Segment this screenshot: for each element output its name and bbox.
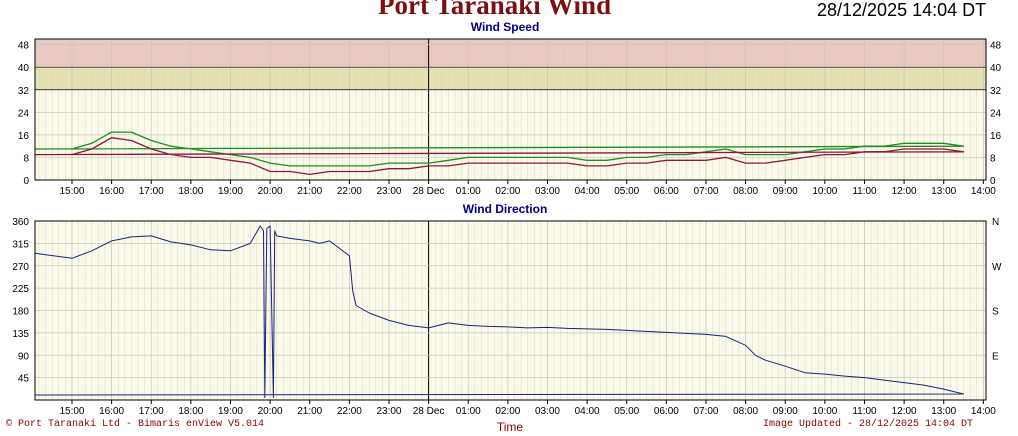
page-title: Port Taranaki Wind [378, 0, 612, 20]
series-line [34, 131, 965, 167]
y-tick-label: 32 [18, 86, 30, 97]
y-tick-label-right: 48 [990, 41, 1002, 52]
plot-border [34, 38, 987, 181]
x-tick-label: 21:00 [297, 186, 322, 197]
x-tick-label: 11:00 [852, 186, 877, 197]
compass-label: W [992, 262, 1002, 273]
x-tick-label: 17:00 [139, 186, 164, 197]
y-tick-label: 0 [23, 176, 29, 187]
y-tick-label: 90 [18, 351, 30, 362]
x-tick-label: 14:00 [971, 406, 996, 417]
chart-title: Wind Direction [463, 202, 548, 216]
y-tick-label: 24 [18, 108, 30, 119]
compass-label: E [992, 351, 999, 362]
x-tick-label: 16:00 [99, 186, 124, 197]
x-tick-label: 04:00 [575, 186, 600, 197]
x-tick-label: 15:00 [59, 186, 84, 197]
x-tick-label: 13:00 [931, 406, 956, 417]
y-tick-label-right: 24 [990, 108, 1002, 119]
y-tick-label: 270 [12, 262, 29, 273]
y-tick-label-right: 8 [990, 153, 996, 164]
copyright-footer: © Port Taranaki Ltd - Bimaris enView V5.… [6, 419, 265, 430]
compass-label: N [992, 217, 999, 228]
plot-border [34, 220, 987, 401]
series-line [34, 225, 964, 398]
x-tick-label: 10:00 [812, 186, 837, 197]
compass-label: S [992, 307, 999, 318]
y-tick-label: 8 [23, 153, 29, 164]
x-tick-label: 17:00 [139, 406, 164, 417]
threshold-band [35, 67, 986, 90]
x-tick-label: 04:00 [575, 406, 600, 417]
y-tick-label-right: 16 [990, 131, 1002, 142]
x-tick-label: 03:00 [535, 406, 560, 417]
x-tick-label: 12:00 [892, 186, 917, 197]
x-tick-label: 06:00 [654, 406, 679, 417]
timestamp: 28/12/2025 14:04 DT [817, 0, 987, 20]
x-tick-label: 01:00 [456, 186, 481, 197]
y-tick-label: 48 [18, 41, 30, 52]
x-tick-label: 09:00 [773, 406, 798, 417]
x-tick-label: 08:00 [733, 186, 758, 197]
x-tick-label: 19:00 [218, 186, 243, 197]
x-tick-label: 21:00 [297, 406, 322, 417]
x-tick-label: 12:00 [892, 406, 917, 417]
x-axis-label: Time [497, 420, 524, 434]
x-tick-label: 05:00 [614, 406, 639, 417]
y-tick-label: 360 [12, 217, 29, 228]
x-tick-label: 20:00 [258, 406, 283, 417]
x-tick-label: 02:00 [495, 186, 520, 197]
x-tick-label: 16:00 [99, 406, 124, 417]
x-tick-label: 20:00 [258, 186, 283, 197]
x-tick-label: 18:00 [178, 186, 203, 197]
x-tick-label: 15:00 [59, 406, 84, 417]
x-tick-label: 13:00 [931, 186, 956, 197]
x-tick-label: 08:00 [733, 406, 758, 417]
threshold-band [35, 39, 986, 68]
x-tick-label: 01:00 [456, 406, 481, 417]
x-tick-label: 07:00 [693, 186, 718, 197]
x-tick-label: 23:00 [376, 186, 401, 197]
x-tick-label: 22:00 [337, 186, 362, 197]
x-tick-label: 02:00 [495, 406, 520, 417]
x-tick-label: 11:00 [852, 406, 877, 417]
x-tick-label: 22:00 [337, 406, 362, 417]
x-tick-label: 23:00 [376, 406, 401, 417]
y-tick-label: 40 [18, 63, 30, 74]
x-tick-label: 10:00 [812, 406, 837, 417]
x-tick-label: 09:00 [773, 186, 798, 197]
x-tick-label: 28 Dec [413, 186, 445, 197]
y-tick-label: 45 [18, 374, 30, 385]
y-tick-label: 135 [12, 329, 29, 340]
x-tick-label: 28 Dec [413, 406, 445, 417]
x-tick-label: 14:00 [971, 186, 996, 197]
y-tick-label: 315 [12, 239, 29, 250]
x-tick-label: 07:00 [693, 406, 718, 417]
x-tick-label: 03:00 [535, 186, 560, 197]
y-tick-label: 16 [18, 131, 30, 142]
y-tick-label: 180 [12, 307, 29, 318]
x-tick-label: 18:00 [178, 406, 203, 417]
y-tick-label-right: 40 [990, 63, 1002, 74]
x-tick-label: 06:00 [654, 186, 679, 197]
series-line [34, 137, 965, 176]
y-tick-label-right: 0 [990, 176, 996, 187]
chart-title: Wind Speed [471, 20, 540, 34]
y-tick-label: 225 [12, 284, 29, 295]
image-updated-footer: Image Updated - 28/12/2025 14:04 DT [763, 419, 974, 430]
y-tick-label-right: 32 [990, 86, 1002, 97]
x-tick-label: 05:00 [614, 186, 639, 197]
x-tick-label: 19:00 [218, 406, 243, 417]
